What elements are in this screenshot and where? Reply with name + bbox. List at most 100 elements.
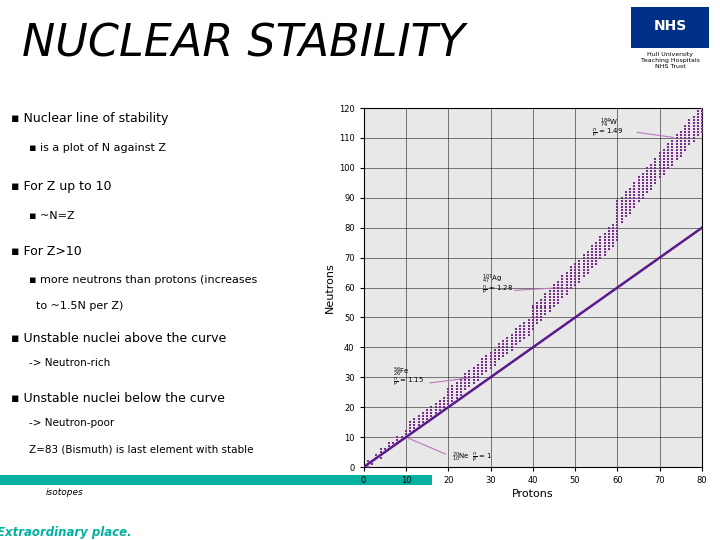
Point: [531, 313, 543, 322]
Point: [455, 379, 467, 388]
Point: [392, 439, 403, 448]
Point: [540, 298, 552, 307]
Point: [438, 406, 450, 415]
Point: [446, 385, 458, 394]
Bar: [631, 7, 709, 48]
Point: [405, 427, 416, 435]
Point: [675, 152, 687, 160]
Point: [658, 152, 670, 160]
Point: [366, 460, 378, 468]
Point: [688, 116, 699, 124]
Point: [662, 148, 674, 157]
Point: [489, 361, 500, 370]
Point: [442, 385, 454, 394]
Point: [577, 268, 589, 277]
Point: [705, 119, 716, 127]
Point: [485, 355, 496, 364]
Point: [616, 218, 627, 226]
Point: [595, 232, 606, 241]
Point: [696, 107, 708, 116]
Point: [662, 139, 674, 148]
Point: [654, 152, 665, 160]
Point: [552, 292, 564, 301]
Point: [489, 355, 500, 364]
Point: [624, 202, 636, 211]
Point: [459, 370, 471, 379]
Point: [646, 170, 657, 178]
Point: [552, 283, 564, 292]
Point: [557, 271, 568, 280]
Point: [642, 170, 653, 178]
Point: [464, 367, 475, 376]
Point: [451, 394, 462, 403]
Point: [531, 310, 543, 319]
Point: [649, 166, 661, 175]
Point: [633, 176, 644, 184]
Text: $^{20}_{10}$Ne  $\frac{n}{p}$ = 1: $^{20}_{10}$Ne $\frac{n}{p}$ = 1: [452, 450, 493, 465]
Point: [561, 289, 572, 298]
Text: $^{107}_{47}$Ag: $^{107}_{47}$Ag: [482, 273, 503, 286]
Point: [679, 127, 690, 136]
Point: [582, 253, 593, 262]
Point: [649, 172, 661, 181]
Point: [387, 439, 399, 448]
Point: [603, 232, 615, 241]
Point: [459, 376, 471, 384]
Point: [565, 280, 577, 289]
Point: [455, 376, 467, 384]
Point: [544, 307, 556, 316]
Point: [654, 172, 665, 181]
Point: [527, 304, 539, 313]
Point: [620, 211, 631, 220]
Point: [671, 131, 683, 139]
Point: [426, 403, 437, 411]
Point: [624, 191, 636, 199]
Point: [616, 202, 627, 211]
Point: [637, 179, 649, 187]
Point: [667, 160, 678, 169]
Point: [442, 397, 454, 406]
Point: [514, 334, 526, 343]
Point: [577, 259, 589, 268]
Point: [531, 319, 543, 328]
Point: [396, 433, 408, 442]
Y-axis label: Neutrons: Neutrons: [325, 262, 335, 313]
Text: $\frac{n}{p}$ = 1.49: $\frac{n}{p}$ = 1.49: [592, 127, 624, 140]
Point: [595, 247, 606, 256]
Point: [510, 325, 521, 334]
Point: [472, 376, 484, 384]
Point: [405, 418, 416, 427]
Point: [421, 409, 433, 417]
Point: [582, 256, 593, 265]
Point: [696, 113, 708, 122]
Point: [421, 415, 433, 423]
Point: [662, 143, 674, 151]
Point: [557, 277, 568, 286]
Point: [464, 373, 475, 382]
Point: [557, 274, 568, 283]
Point: [446, 391, 458, 400]
Point: [375, 445, 387, 454]
Point: [637, 193, 649, 202]
Point: [671, 148, 683, 157]
Point: [426, 409, 437, 417]
Point: [362, 457, 374, 465]
Point: [646, 185, 657, 193]
Point: [574, 265, 585, 274]
Point: [489, 352, 500, 361]
Text: Extraordinary place.: Extraordinary place.: [0, 526, 132, 539]
Point: [561, 274, 572, 283]
Point: [570, 259, 581, 268]
Point: [565, 268, 577, 277]
Point: [649, 176, 661, 184]
Point: [570, 268, 581, 277]
Point: [658, 160, 670, 169]
Point: [654, 148, 665, 157]
Point: [413, 415, 424, 423]
Point: [536, 301, 547, 310]
Point: [434, 400, 446, 409]
Point: [502, 346, 513, 355]
Point: [577, 262, 589, 271]
Point: [629, 185, 640, 193]
Point: [510, 337, 521, 346]
